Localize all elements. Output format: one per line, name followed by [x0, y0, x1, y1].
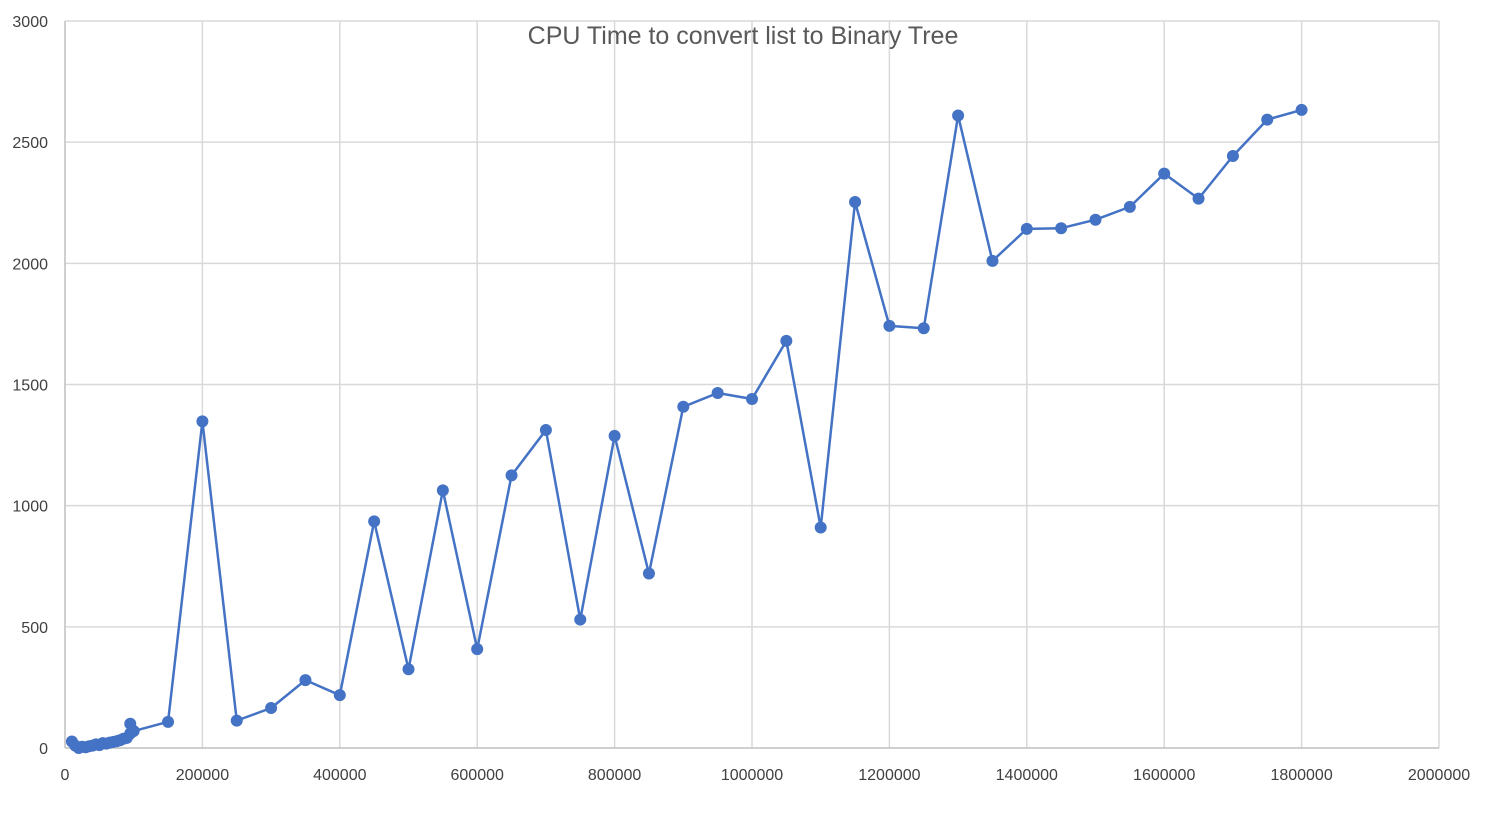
- data-point: [471, 643, 484, 656]
- data-point: [986, 254, 999, 267]
- y-tick-label: 1000: [12, 499, 48, 516]
- x-tick-label: 400000: [313, 767, 366, 784]
- x-tick-label: 600000: [451, 767, 504, 784]
- y-tick-label: 3000: [12, 14, 48, 31]
- data-point: [230, 714, 243, 727]
- axes: [64, 21, 1439, 749]
- data-point: [642, 567, 655, 580]
- data-point: [814, 521, 827, 534]
- data-point: [1158, 167, 1171, 180]
- x-tick-label: 1000000: [721, 767, 783, 784]
- data-point: [711, 386, 724, 399]
- gridlines: [65, 20, 1440, 748]
- data-point: [1261, 113, 1274, 126]
- data-point: [1295, 103, 1308, 116]
- data-series: [65, 103, 1308, 754]
- data-point: [1020, 222, 1033, 235]
- y-tick-label: 0: [39, 741, 48, 758]
- series-line: [70, 108, 1302, 750]
- data-point: [917, 322, 930, 335]
- x-tick-label: 2000000: [1408, 767, 1470, 784]
- y-axis-tick-labels: 0 500 1000 1500 2000 2500 3000: [12, 14, 48, 758]
- data-point: [1192, 192, 1205, 205]
- y-tick-label: 500: [21, 620, 48, 637]
- data-point: [574, 613, 587, 626]
- x-tick-label: 1600000: [1133, 767, 1195, 784]
- data-point: [124, 717, 137, 730]
- y-tick-label: 2500: [12, 135, 48, 152]
- data-point: [746, 393, 758, 406]
- data-point: [196, 415, 209, 428]
- data-point: [505, 469, 518, 482]
- chart-title: CPU Time to convert list to Binary Tree: [528, 22, 959, 50]
- data-point: [1089, 213, 1102, 226]
- data-point: [780, 334, 793, 347]
- data-point: [1123, 200, 1136, 213]
- data-point: [1226, 149, 1239, 162]
- data-point: [1055, 222, 1068, 235]
- x-tick-label: 1200000: [858, 767, 920, 784]
- data-point: [368, 515, 381, 528]
- x-tick-label: 1400000: [996, 767, 1058, 784]
- y-tick-label: 1500: [12, 378, 48, 395]
- x-tick-label: 200000: [176, 767, 229, 784]
- data-point: [952, 109, 965, 122]
- data-point: [436, 484, 449, 497]
- data-point: [539, 424, 552, 437]
- data-point: [677, 400, 690, 413]
- data-point: [265, 702, 278, 715]
- x-axis-tick-labels: 0 200000 400000 600000 800000 1000000 1200000 1…: [61, 767, 1471, 784]
- data-point: [883, 319, 896, 332]
- x-tick-label: 800000: [588, 767, 641, 784]
- data-point: [162, 715, 175, 728]
- data-point: [849, 196, 862, 209]
- x-tick-label: 1800000: [1270, 767, 1332, 784]
- data-point: [608, 429, 621, 442]
- y-tick-label: 2000: [12, 256, 48, 273]
- data-point: [402, 663, 415, 676]
- data-point: [333, 689, 346, 702]
- x-tick-label: 0: [61, 767, 70, 784]
- data-point: [299, 674, 312, 687]
